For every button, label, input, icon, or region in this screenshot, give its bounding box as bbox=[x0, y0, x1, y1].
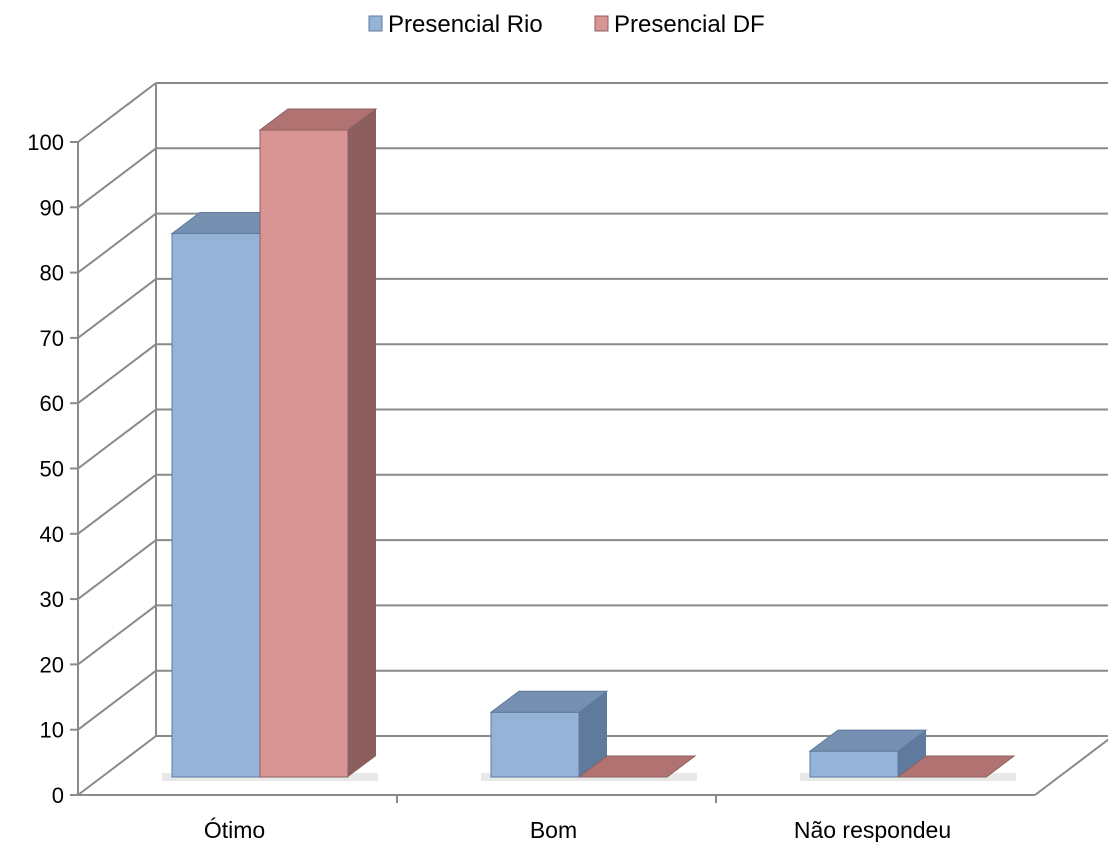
grid-diagonal bbox=[77, 669, 157, 731]
bar bbox=[808, 729, 928, 778]
bar-top bbox=[896, 755, 1016, 778]
bar-top bbox=[577, 755, 697, 778]
y-tick-label: 50 bbox=[40, 457, 64, 482]
floor-right-edge bbox=[1034, 738, 1108, 796]
bar-front bbox=[809, 750, 899, 778]
bar-front bbox=[259, 129, 349, 778]
grid-diagonal bbox=[77, 735, 157, 796]
y-tick-label: 40 bbox=[40, 522, 64, 547]
y-tick-label: 0 bbox=[52, 783, 64, 808]
bar-side bbox=[348, 109, 376, 777]
bar bbox=[577, 755, 697, 778]
bar-side bbox=[579, 691, 607, 777]
bar bbox=[489, 690, 609, 778]
bar-top bbox=[489, 690, 609, 713]
bar bbox=[258, 108, 378, 778]
bar bbox=[896, 755, 1016, 778]
grid-diagonal bbox=[77, 147, 157, 209]
legend-swatch-rio bbox=[368, 15, 383, 32]
grid-diagonal bbox=[77, 212, 157, 274]
y-tick-label: 100 bbox=[27, 130, 64, 155]
legend-label-df: Presencial DF bbox=[614, 11, 765, 38]
bar-front bbox=[490, 711, 580, 778]
x-category-label: Não respondeu bbox=[794, 817, 951, 842]
y-tick-label: 60 bbox=[40, 391, 64, 416]
grid-diagonal bbox=[77, 408, 157, 470]
grid-diagonal bbox=[77, 278, 157, 339]
bar-side bbox=[898, 730, 926, 777]
bar-top bbox=[258, 108, 378, 131]
grid-diagonal bbox=[77, 343, 157, 404]
y-tick-label: 80 bbox=[40, 261, 64, 286]
legend-label-rio: Presencial Rio bbox=[388, 11, 543, 38]
bar-top bbox=[808, 729, 928, 752]
y-tick-label: 10 bbox=[40, 718, 64, 743]
grid-diagonal bbox=[77, 82, 157, 143]
legend: Presencial Rio Presencial DF bbox=[368, 11, 765, 38]
y-tick-label: 70 bbox=[40, 326, 64, 351]
x-category-label: Bom bbox=[530, 817, 577, 842]
grid-diagonal bbox=[77, 539, 157, 600]
bar-front bbox=[171, 233, 261, 778]
plot-area: 0 10 20 30 40 50 60 70 80 90 100 Ótimo Bom Não respon… bbox=[27, 82, 1108, 842]
y-tick-label: 20 bbox=[40, 652, 64, 677]
grid-diagonal bbox=[77, 474, 157, 535]
y-tick-label: 30 bbox=[40, 587, 64, 612]
grid-diagonal bbox=[77, 604, 157, 666]
x-category-label: Ótimo bbox=[204, 817, 265, 842]
y-tick-label: 90 bbox=[40, 195, 64, 220]
legend-swatch-df bbox=[594, 15, 609, 32]
